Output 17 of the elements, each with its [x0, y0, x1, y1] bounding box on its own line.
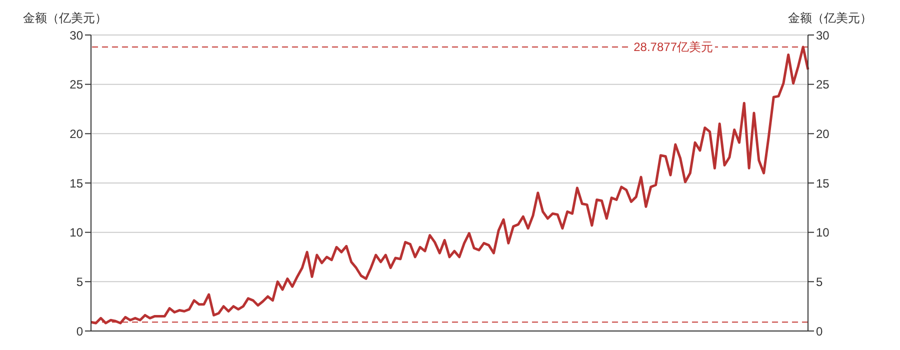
y2-axis-title: 金额（亿美元） [788, 10, 872, 27]
y2-tick-label: 20 [816, 126, 830, 141]
ref-line-label: 28.7877亿美元 [634, 40, 713, 54]
y2-tick-label: 5 [816, 274, 823, 289]
y2-tick-label: 25 [816, 78, 830, 92]
y2-tick-label: 10 [816, 226, 830, 240]
y-tick-label: 20 [70, 126, 84, 141]
y2-tick-label: 15 [816, 176, 830, 190]
y-tick-label: 5 [76, 274, 84, 289]
y-tick-label: 25 [70, 78, 84, 92]
y-tick-label: 10 [70, 226, 84, 240]
y-tick-label: 30 [70, 28, 84, 42]
y-tick-label: 0 [76, 324, 84, 338]
y2-tick-label: 30 [816, 28, 830, 42]
y-axis-title: 金额（亿美元） [23, 10, 107, 27]
y-tick-label: 15 [70, 176, 84, 190]
y2-tick-label: 0 [816, 324, 823, 338]
